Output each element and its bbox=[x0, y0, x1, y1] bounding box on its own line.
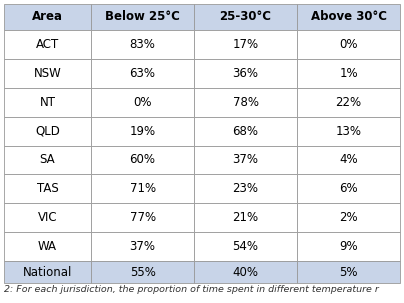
Bar bbox=[194, 232, 297, 261]
Bar bbox=[91, 88, 194, 117]
Bar bbox=[91, 174, 194, 203]
Text: 17%: 17% bbox=[232, 38, 259, 51]
Text: 55%: 55% bbox=[130, 265, 156, 278]
Bar bbox=[91, 232, 194, 261]
Bar bbox=[194, 261, 297, 283]
Text: QLD: QLD bbox=[35, 125, 60, 138]
Text: 2: For each jurisdiction, the proportion of time spent in different temperature : 2: For each jurisdiction, the proportion… bbox=[4, 285, 379, 294]
Text: 6%: 6% bbox=[339, 182, 358, 195]
Bar bbox=[4, 117, 91, 145]
Bar bbox=[91, 261, 194, 283]
Text: 63%: 63% bbox=[130, 67, 156, 80]
Bar bbox=[297, 59, 400, 88]
Text: SA: SA bbox=[40, 153, 55, 166]
Bar bbox=[194, 174, 297, 203]
Text: 25-30°C: 25-30°C bbox=[219, 11, 271, 24]
Text: ACT: ACT bbox=[36, 38, 59, 51]
Bar bbox=[91, 203, 194, 232]
Text: Above 30°C: Above 30°C bbox=[311, 11, 387, 24]
Text: 83%: 83% bbox=[130, 38, 156, 51]
Bar bbox=[297, 174, 400, 203]
Text: 37%: 37% bbox=[233, 153, 259, 166]
Bar bbox=[194, 117, 297, 145]
Bar bbox=[194, 4, 297, 30]
Text: WA: WA bbox=[38, 240, 57, 253]
Bar bbox=[4, 203, 91, 232]
Bar bbox=[297, 117, 400, 145]
Bar bbox=[297, 203, 400, 232]
Bar bbox=[4, 145, 91, 174]
Text: 71%: 71% bbox=[130, 182, 156, 195]
Bar bbox=[91, 59, 194, 88]
Text: 19%: 19% bbox=[130, 125, 156, 138]
Bar bbox=[91, 117, 194, 145]
Text: Area: Area bbox=[32, 11, 63, 24]
Bar bbox=[4, 30, 91, 59]
Bar bbox=[297, 4, 400, 30]
Text: National: National bbox=[23, 265, 72, 278]
Text: 77%: 77% bbox=[130, 211, 156, 224]
Bar bbox=[91, 145, 194, 174]
Text: 78%: 78% bbox=[233, 96, 259, 109]
Text: 54%: 54% bbox=[233, 240, 259, 253]
Text: 2%: 2% bbox=[339, 211, 358, 224]
Bar bbox=[4, 4, 91, 30]
Bar bbox=[91, 30, 194, 59]
Text: 0%: 0% bbox=[133, 96, 152, 109]
Text: 36%: 36% bbox=[233, 67, 259, 80]
Bar bbox=[194, 88, 297, 117]
Bar bbox=[91, 4, 194, 30]
Bar bbox=[194, 145, 297, 174]
Bar bbox=[4, 88, 91, 117]
Text: 37%: 37% bbox=[130, 240, 156, 253]
Text: 21%: 21% bbox=[232, 211, 259, 224]
Text: 23%: 23% bbox=[233, 182, 259, 195]
Text: 1%: 1% bbox=[339, 67, 358, 80]
Bar bbox=[297, 232, 400, 261]
Bar bbox=[297, 145, 400, 174]
Text: 5%: 5% bbox=[339, 265, 358, 278]
Text: Below 25°C: Below 25°C bbox=[105, 11, 180, 24]
Bar bbox=[4, 232, 91, 261]
Text: 60%: 60% bbox=[130, 153, 156, 166]
Text: VIC: VIC bbox=[38, 211, 57, 224]
Bar bbox=[297, 261, 400, 283]
Bar bbox=[194, 59, 297, 88]
Text: 40%: 40% bbox=[233, 265, 259, 278]
Text: 4%: 4% bbox=[339, 153, 358, 166]
Text: NSW: NSW bbox=[34, 67, 61, 80]
Bar bbox=[194, 203, 297, 232]
Bar bbox=[297, 30, 400, 59]
Text: 0%: 0% bbox=[339, 38, 358, 51]
Bar bbox=[4, 261, 91, 283]
Bar bbox=[4, 59, 91, 88]
Text: 13%: 13% bbox=[335, 125, 362, 138]
Text: NT: NT bbox=[40, 96, 56, 109]
Text: 9%: 9% bbox=[339, 240, 358, 253]
Bar bbox=[4, 174, 91, 203]
Text: 68%: 68% bbox=[233, 125, 259, 138]
Bar bbox=[297, 88, 400, 117]
Bar bbox=[194, 30, 297, 59]
Text: 22%: 22% bbox=[335, 96, 362, 109]
Text: TAS: TAS bbox=[37, 182, 59, 195]
